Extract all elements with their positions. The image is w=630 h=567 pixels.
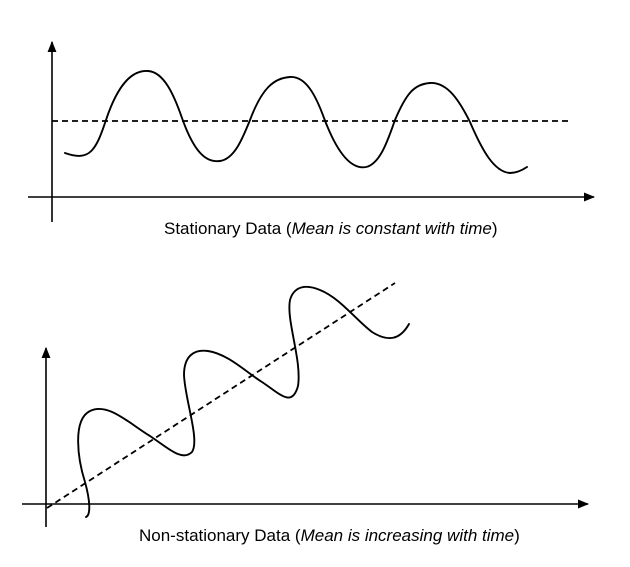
non-stationary-caption-suffix: )	[514, 526, 520, 545]
bottom-increasing-mean-line	[46, 282, 396, 509]
non-stationary-caption: Non-stationary Data (Mean is increasing …	[139, 526, 520, 546]
bottom-non-stationary-wave	[77, 285, 410, 518]
stationary-caption-emphasis: Mean is constant with time	[291, 219, 492, 238]
stationary-caption-suffix: )	[491, 219, 498, 238]
stationary-caption: Stationary Data (Mean is constant with t…	[164, 219, 498, 239]
non-stationary-panel	[22, 282, 590, 527]
non-stationary-caption-emphasis: Mean is increasing with time	[300, 526, 515, 545]
stationary-caption-prefix: Stationary Data (	[164, 219, 292, 238]
top-stationary-wave	[64, 70, 528, 174]
non-stationary-caption-prefix: Non-stationary Data (	[139, 526, 301, 545]
stationary-panel	[28, 40, 596, 222]
